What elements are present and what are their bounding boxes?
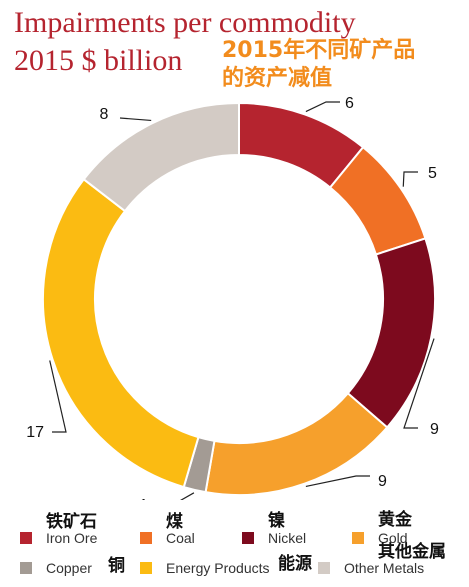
legend-label: Gold — [378, 530, 408, 546]
legend-label-chinese: 铁矿石 — [46, 512, 97, 532]
legend-label: Iron Ore — [46, 530, 98, 546]
slice-value-label: 1 — [139, 497, 148, 500]
legend-label-chinese: 铜 — [108, 556, 125, 576]
legend-swatch — [20, 532, 32, 544]
legend-swatch — [20, 562, 32, 574]
legend-label: Nickel — [268, 530, 307, 546]
slice-value-label: 17 — [26, 424, 44, 441]
legend-label-chinese: 黄金 — [378, 510, 412, 530]
legend-label: Coal — [166, 530, 195, 546]
donut-slice-nickel — [346, 237, 436, 429]
legend-label-chinese: 煤 — [166, 512, 183, 532]
leader-line — [180, 492, 195, 500]
chart-title-line-2: 2015 $ billion — [14, 44, 183, 77]
legend-label-chinese: 能源 — [278, 554, 312, 574]
leader-line — [49, 360, 67, 433]
legend-swatch — [318, 562, 330, 574]
slice-value-label: 8 — [100, 106, 109, 123]
legend-label: Energy Products — [166, 560, 270, 576]
leader-line — [305, 475, 370, 488]
chinese-title-line-2: 的资产减值 — [222, 66, 333, 91]
legend-label-chinese: 镍 — [268, 511, 285, 531]
legend-label-chinese: 其他金属 — [378, 542, 446, 562]
chart-title-line-1: Impairments per commodity — [14, 6, 356, 39]
chinese-title-line-1: 2015年不同矿产品 — [222, 38, 416, 63]
donut-slice-other-metals — [82, 101, 240, 213]
donut-slice-energy-products — [42, 177, 200, 489]
slice-value-label: 9 — [378, 473, 387, 490]
leader-line — [305, 101, 340, 113]
slice-value-label: 6 — [345, 95, 354, 112]
legend-label: Copper — [46, 560, 92, 576]
slice-value-label: 5 — [428, 165, 437, 182]
legend-label: Other Metals — [344, 560, 425, 576]
legend-swatch — [140, 562, 152, 574]
donut-chart: 6 5 9 9 1 17 8 — [26, 95, 439, 500]
legend-swatch — [352, 532, 364, 544]
donut-slice-gold — [204, 391, 389, 496]
leader-line — [403, 338, 435, 429]
slice-value-label: 9 — [430, 421, 439, 438]
legend-swatch — [140, 532, 152, 544]
legend-swatch — [242, 532, 254, 544]
leader-line — [119, 117, 152, 122]
leader-line — [402, 171, 418, 187]
